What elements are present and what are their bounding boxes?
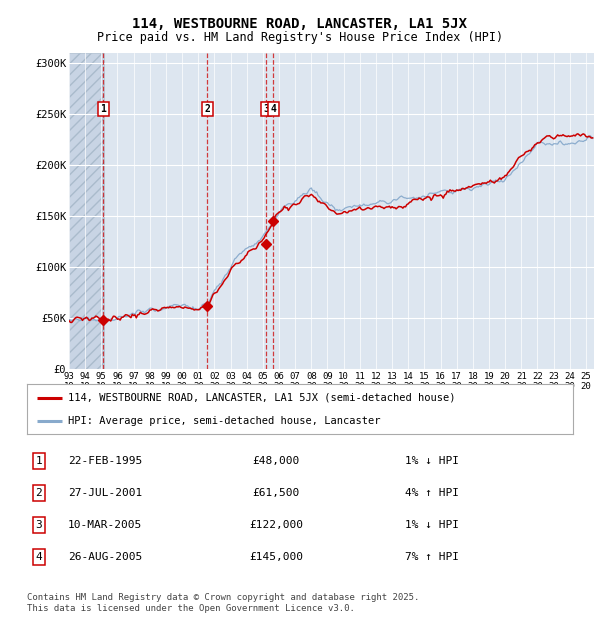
Text: £48,000: £48,000: [253, 456, 299, 466]
Text: 26-AUG-2005: 26-AUG-2005: [68, 552, 142, 562]
Text: 10-MAR-2005: 10-MAR-2005: [68, 520, 142, 530]
Text: 7% ↑ HPI: 7% ↑ HPI: [405, 552, 459, 562]
Text: 4% ↑ HPI: 4% ↑ HPI: [405, 488, 459, 498]
Text: 114, WESTBOURNE ROAD, LANCASTER, LA1 5JX (semi-detached house): 114, WESTBOURNE ROAD, LANCASTER, LA1 5JX…: [68, 393, 455, 403]
Text: 22-FEB-1995: 22-FEB-1995: [68, 456, 142, 466]
Text: HPI: Average price, semi-detached house, Lancaster: HPI: Average price, semi-detached house,…: [68, 415, 380, 425]
Text: £61,500: £61,500: [253, 488, 299, 498]
Bar: [69, 53, 104, 369]
Text: 1: 1: [100, 104, 106, 114]
Text: 114, WESTBOURNE ROAD, LANCASTER, LA1 5JX: 114, WESTBOURNE ROAD, LANCASTER, LA1 5JX: [133, 17, 467, 32]
Text: 1% ↓ HPI: 1% ↓ HPI: [405, 520, 459, 530]
Text: 1% ↓ HPI: 1% ↓ HPI: [405, 456, 459, 466]
Text: Price paid vs. HM Land Registry's House Price Index (HPI): Price paid vs. HM Land Registry's House …: [97, 31, 503, 44]
Text: 1: 1: [35, 456, 43, 466]
Text: 2: 2: [205, 104, 210, 114]
Text: 4: 4: [271, 104, 276, 114]
Text: 4: 4: [35, 552, 43, 562]
Text: 3: 3: [35, 520, 43, 530]
Text: 27-JUL-2001: 27-JUL-2001: [68, 488, 142, 498]
Text: Contains HM Land Registry data © Crown copyright and database right 2025.
This d: Contains HM Land Registry data © Crown c…: [27, 593, 419, 613]
Text: £145,000: £145,000: [249, 552, 303, 562]
Text: £122,000: £122,000: [249, 520, 303, 530]
Text: 2: 2: [35, 488, 43, 498]
Text: 3: 3: [263, 104, 269, 114]
